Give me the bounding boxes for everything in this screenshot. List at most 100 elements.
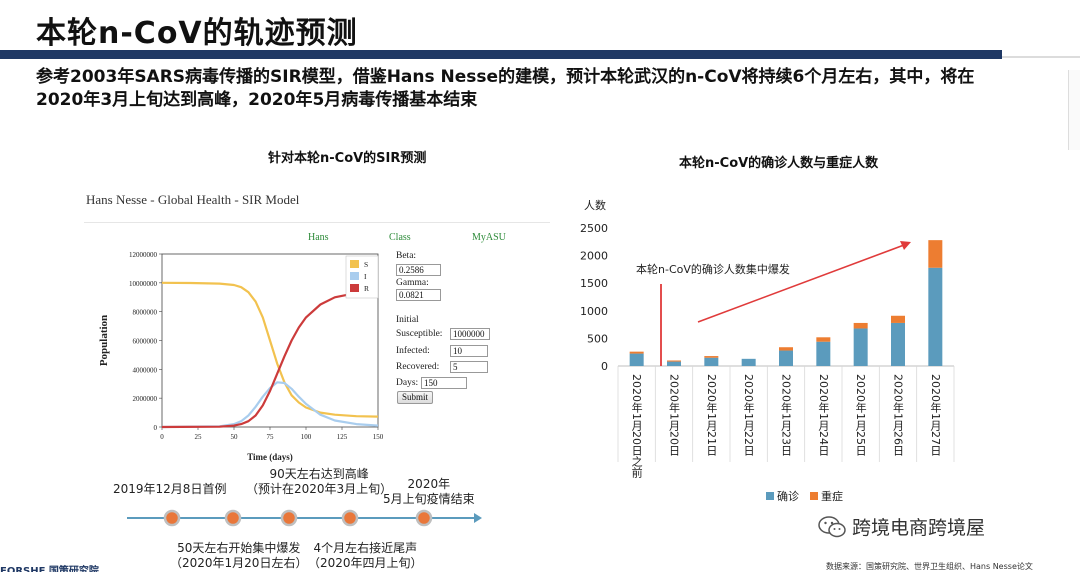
- initial-label: Initial: [396, 315, 419, 325]
- bar-severe-6: [853, 322, 868, 329]
- chart-annotation: 本轮n-CoV的确诊人数集中爆发: [636, 262, 790, 276]
- watermark: 跨境电商跨境屋: [818, 513, 985, 540]
- slide-subtitle: 参考2003年SARS病毒传播的SIR模型，借鉴Hans Nesse的建模，预计…: [36, 67, 975, 110]
- x-axis-label: Time (days): [247, 452, 293, 462]
- title-bar: [0, 50, 1002, 59]
- bar-severe-7: [891, 315, 905, 323]
- y-tick-label: 8000000: [133, 309, 158, 317]
- y-tick-label: 1000: [580, 305, 608, 318]
- x-category-label: 2020年1月20日之前: [630, 374, 643, 479]
- x-category-label: 2020年1月21日: [705, 374, 718, 456]
- legend-label-s: S: [364, 260, 368, 269]
- y-axis-label: Population: [98, 315, 110, 366]
- timeline-label-outbreak: 50天左右开始集中爆发 （2020年1月20日左右）: [170, 541, 308, 570]
- bottom-logo: FORSHE 国策研究院: [0, 566, 99, 572]
- bar-confirmed-5: [816, 341, 831, 366]
- legend-label-r: R: [364, 284, 369, 293]
- beta-input[interactable]: 0.2586: [396, 264, 441, 276]
- watermark-text: 跨境电商跨境屋: [852, 517, 986, 539]
- series-line-s: [161, 281, 379, 418]
- trend-arrow-line: [697, 244, 905, 323]
- x-category-label: 2020年1月27日: [929, 374, 942, 456]
- y-tick-label: 500: [587, 332, 608, 345]
- bar-confirmed-3: [741, 358, 756, 366]
- days-label: Days:: [396, 378, 419, 388]
- gamma-input[interactable]: 0.0821: [396, 289, 441, 301]
- sir-panel-divider: [84, 222, 550, 223]
- timeline-node-2: [224, 509, 242, 527]
- timeline-node-4: [341, 509, 359, 527]
- legend-swatch-i: [350, 272, 359, 280]
- sir-model-panel: Hans Nesse - Global Health - SIR Model H…: [82, 188, 552, 478]
- days-input[interactable]: 150: [421, 377, 467, 389]
- timeline-label-end: 2020年 5月上旬疫情结束: [383, 477, 475, 506]
- series-line-r: [161, 291, 379, 429]
- nav-link-hans[interactable]: Hans: [308, 232, 329, 243]
- gamma-label: Gamma:: [396, 278, 429, 288]
- bar-severe-2: [704, 356, 719, 358]
- x-tick-label: 25: [195, 433, 203, 441]
- y-tick-label: 0: [601, 360, 608, 373]
- x-tick-label: 75: [267, 433, 275, 441]
- legend-swatch-severe: [810, 492, 818, 500]
- right-thumbnail-edge: [1068, 70, 1080, 150]
- x-tick-label: 150: [373, 433, 384, 441]
- bar-confirmed-1: [667, 361, 681, 366]
- x-category-label: 2020年1月26日: [892, 374, 905, 456]
- y-axis-title: 人数: [584, 199, 606, 212]
- infected-input[interactable]: 10: [450, 345, 488, 357]
- bar-severe-1: [667, 360, 681, 362]
- y-tick-label: 10000000: [129, 280, 158, 288]
- legend-swatch-s: [350, 260, 359, 268]
- timeline-node-5: [415, 509, 433, 527]
- bar-chart-heading: 本轮n-CoV的确诊人数与重症人数: [679, 156, 879, 171]
- x-tick-label: 125: [337, 433, 348, 441]
- beta-label: Beta:: [396, 251, 417, 261]
- bar-severe-0: [629, 351, 644, 354]
- timeline-node-1: [163, 509, 181, 527]
- wechat-icon: [818, 515, 846, 537]
- legend-swatch-confirmed: [766, 492, 774, 500]
- timeline-node-3: [280, 509, 298, 527]
- susceptible-label: Susceptible:: [396, 329, 443, 339]
- bar-confirmed-6: [853, 328, 868, 366]
- recovered-input[interactable]: 5: [450, 361, 488, 373]
- susceptible-input[interactable]: 1000000: [450, 328, 490, 340]
- submit-button[interactable]: Submit: [397, 391, 434, 404]
- timeline-label-first-case: 2019年12月8日首例: [113, 482, 227, 496]
- y-tick-label: 2000: [580, 250, 608, 263]
- bar-confirmed-4: [779, 350, 793, 366]
- legend-label-severe: 重症: [821, 489, 843, 503]
- y-tick-label: 0: [154, 424, 158, 432]
- x-category-label: 2020年1月22日: [742, 374, 755, 456]
- nav-link-class[interactable]: Class: [389, 232, 411, 243]
- stacked-bar-chart: 人数 0 500 1000 1500 2000 2500 2020年1月20日之前 2020年1…: [580, 199, 955, 503]
- legend-label-confirmed: 确诊: [777, 489, 799, 503]
- bar-confirmed-7: [891, 322, 905, 366]
- y-tick-label: 1500: [580, 277, 608, 290]
- series-line-i: [161, 381, 379, 429]
- slide-title: 本轮n-CoV的轨迹预测: [36, 16, 358, 51]
- infected-label: Infected:: [396, 346, 430, 356]
- title-bar-right: [1002, 56, 1080, 58]
- y-tick-label: 4000000: [133, 366, 158, 374]
- x-category-label: 2020年1月24日: [817, 374, 830, 456]
- data-source-note: 数据来源：国策研究院、世界卫生组织、Hans Nesse论文: [826, 562, 1033, 571]
- recovered-label: Recovered:: [396, 362, 440, 372]
- trend-arrow-head: [900, 241, 911, 250]
- sir-chart-heading: 针对本轮n-CoV的SIR预测: [268, 151, 427, 166]
- x-tick-label: 100: [301, 433, 312, 441]
- x-category-label: 2020年1月25日: [854, 374, 867, 456]
- y-tick-label: 2000000: [133, 395, 158, 403]
- y-tick-label: 12000000: [129, 251, 158, 259]
- y-tick-label: 2500: [580, 222, 608, 235]
- bar-confirmed-0: [629, 353, 644, 366]
- bar-severe-4: [779, 347, 793, 351]
- legend-swatch-r: [350, 284, 359, 292]
- nav-link-myasu[interactable]: MyASU: [472, 232, 506, 243]
- x-category-label: 2020年1月23日: [780, 374, 793, 456]
- y-tick-label: 6000000: [133, 338, 158, 346]
- sir-panel-title: Hans Nesse - Global Health - SIR Model: [86, 192, 300, 207]
- x-tick-label: 0: [160, 433, 164, 441]
